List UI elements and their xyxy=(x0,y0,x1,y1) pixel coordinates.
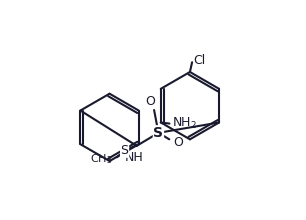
Text: Cl: Cl xyxy=(193,53,205,66)
Text: NH: NH xyxy=(125,151,144,164)
Text: NH$_2$: NH$_2$ xyxy=(172,116,197,131)
Text: S: S xyxy=(153,126,163,140)
Text: O: O xyxy=(174,136,184,149)
Text: CH$_3$: CH$_3$ xyxy=(90,152,113,166)
Text: S: S xyxy=(121,144,129,157)
Text: O: O xyxy=(145,95,155,108)
